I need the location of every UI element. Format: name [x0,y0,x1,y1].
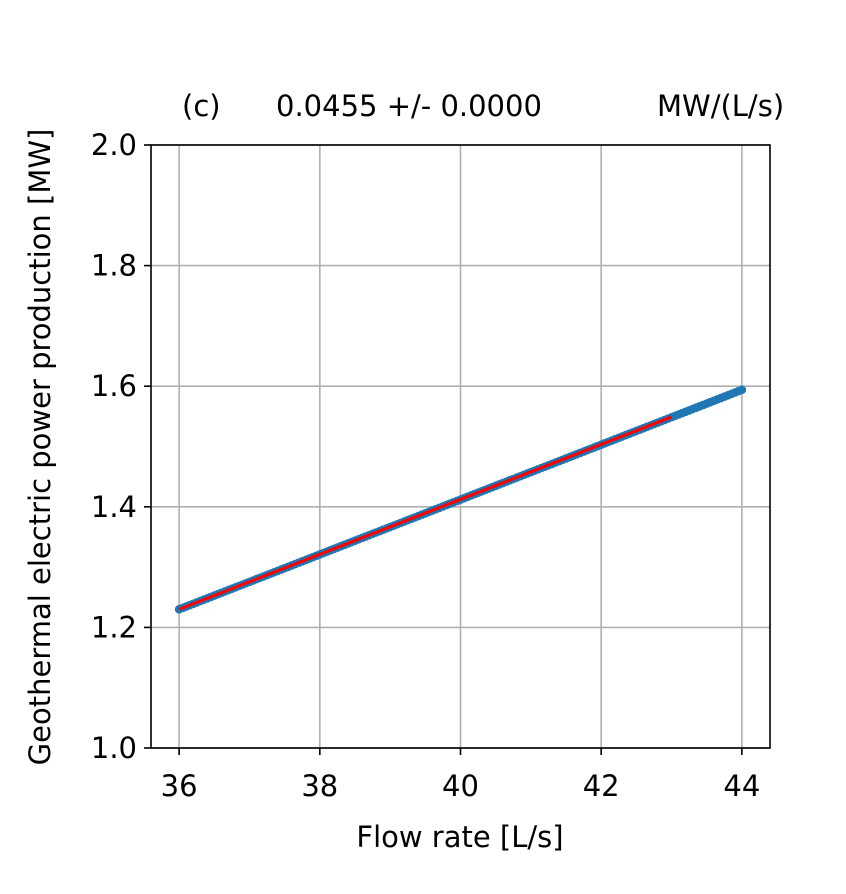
title-panel-label: (c) [182,89,221,123]
title-slope-value: 0.0455 +/- 0.0000 [276,89,542,123]
grid-lines [151,144,770,749]
x-tick-label: 40 [442,769,479,803]
y-tick-label: 1.2 [91,610,137,644]
x-tick-label: 38 [301,769,338,803]
x-axis-label: Flow rate [L/s] [356,820,563,854]
y-tick-label: 2.0 [91,128,137,162]
x-tick-label: 44 [723,769,760,803]
axis-ticks: 36 38 40 42 44 1.0 1.2 1.4 1.6 1.8 2.0 [91,128,760,803]
y-tick-label: 1.0 [91,731,137,765]
fit-line [178,415,673,611]
x-tick-label: 36 [161,769,198,803]
plot-data [174,385,747,614]
chart-title: (c) 0.0455 +/- 0.0000 MW/(L/s) [182,89,784,123]
data-point [737,385,747,395]
y-tick-label: 1.8 [91,249,137,283]
y-axis-label: Geothermal electric power production [MW… [23,129,57,766]
y-tick-label: 1.6 [91,369,137,403]
x-tick-label: 42 [583,769,620,803]
y-tick-label: 1.4 [91,490,137,524]
title-slope-unit: MW/(L/s) [657,89,784,123]
